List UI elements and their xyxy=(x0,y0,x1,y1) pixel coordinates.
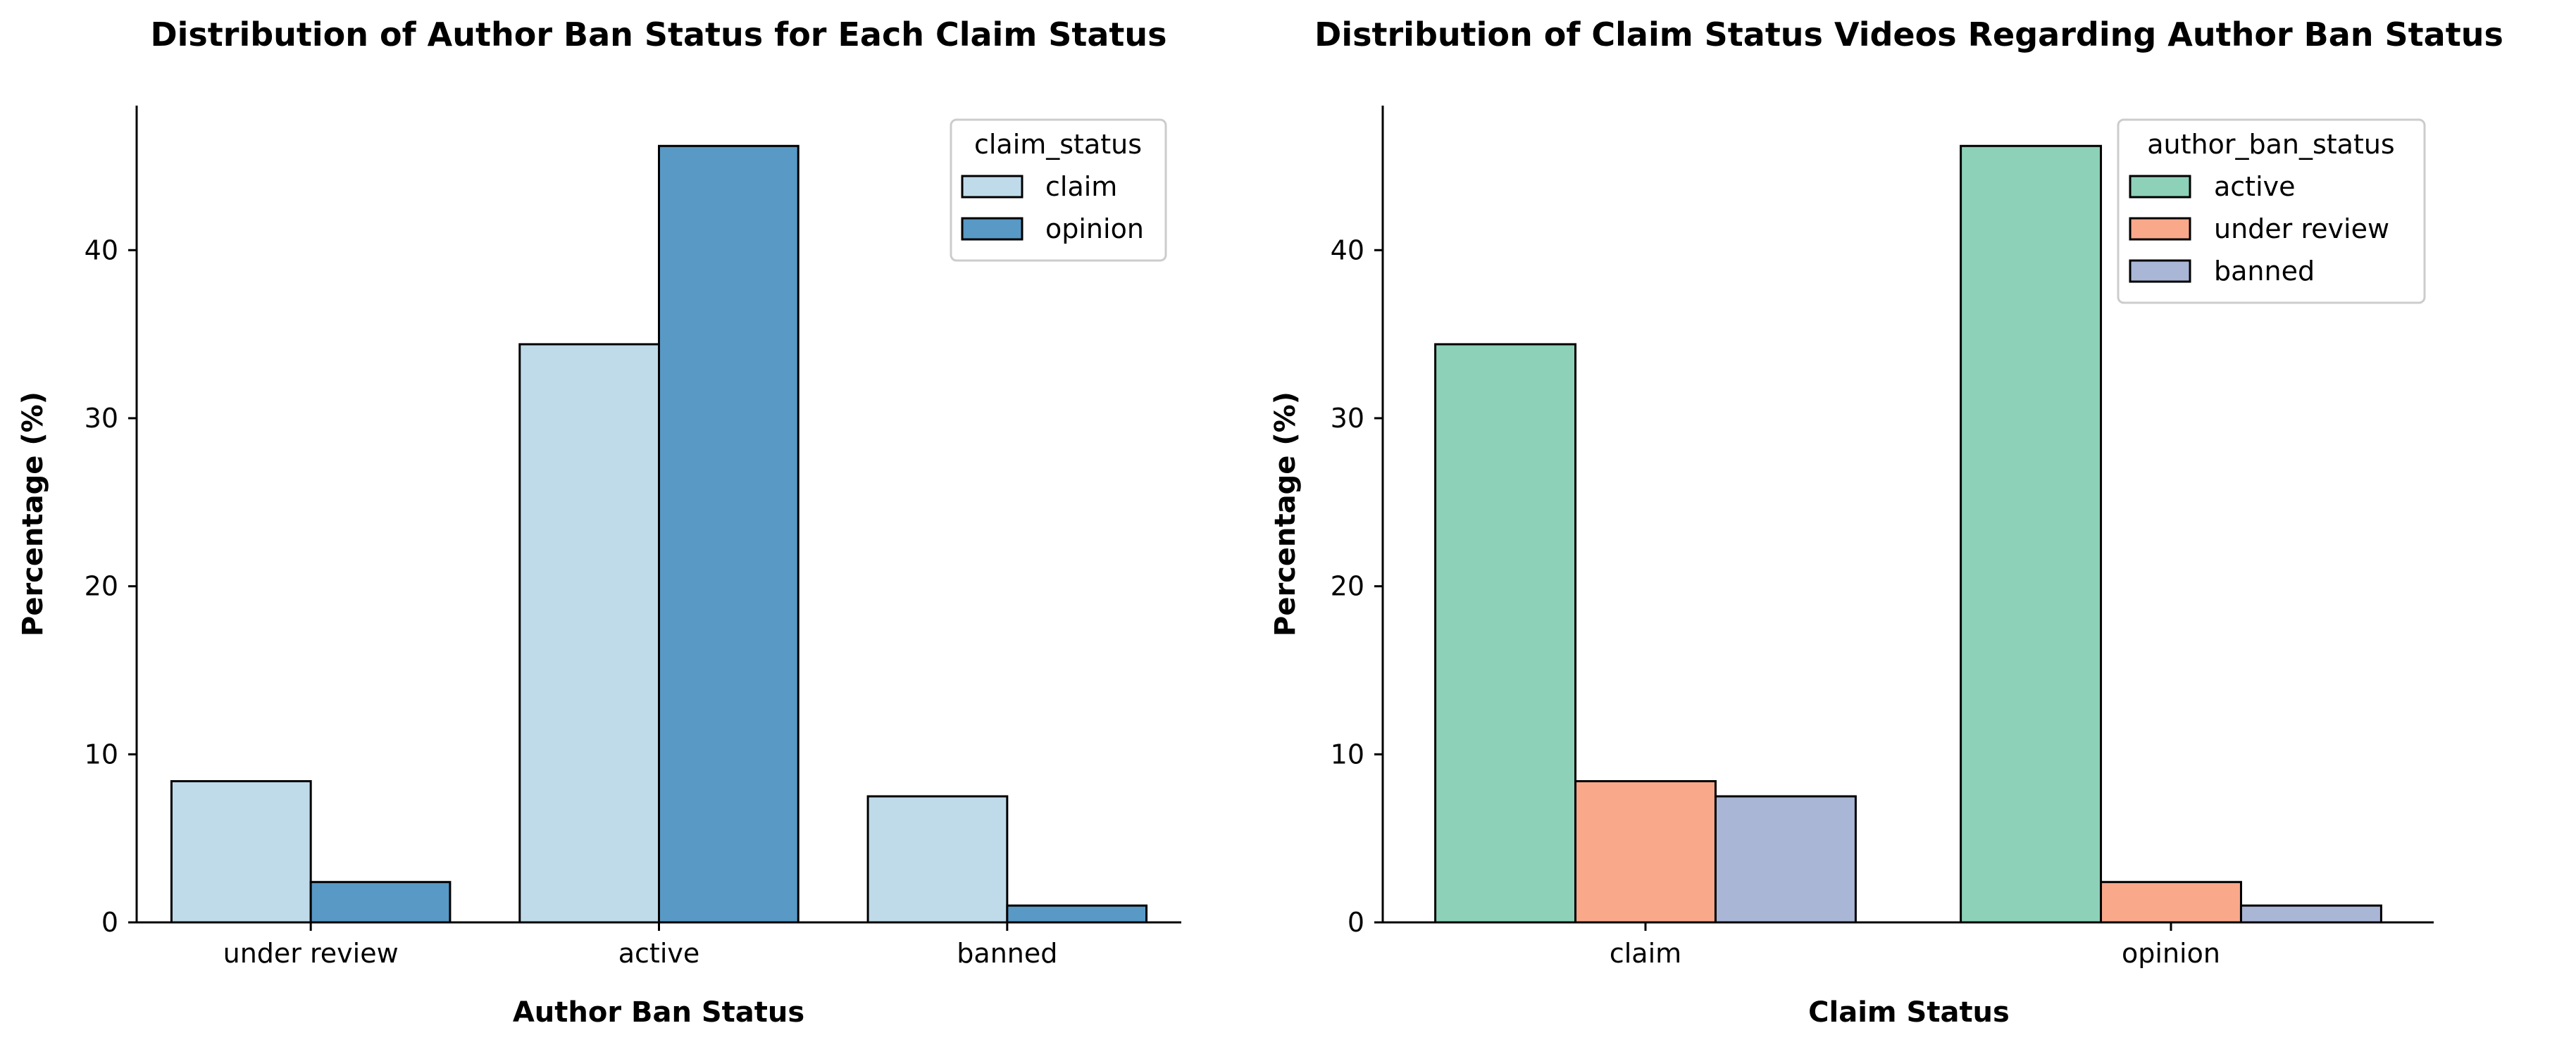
right-legend-label-under-review: under review xyxy=(2214,213,2389,244)
left-x-ticks: under review active banned xyxy=(223,922,1057,969)
left-y-tick-label: 0 xyxy=(101,907,118,938)
right-bar-opinion-active xyxy=(1960,144,2103,924)
right-legend-swatch-under-review xyxy=(2129,217,2191,241)
right-y-ticks: 0 10 20 30 40 xyxy=(1331,234,1383,938)
left-y-ticks: 0 10 20 30 40 xyxy=(85,234,137,938)
left-y-axis-label: Percentage (%) xyxy=(17,391,49,637)
right-x-tick-label: opinion xyxy=(2122,938,2220,969)
right-y-tick-label: 0 xyxy=(1348,907,1364,938)
left-x-tick-label: active xyxy=(618,938,700,969)
right-bar-opinion-banned xyxy=(2239,904,2382,924)
right-bar-opinion-under-review xyxy=(2100,881,2242,924)
right-legend-frame xyxy=(2117,118,2426,304)
left-chart-title: Distribution of Author Ban Status for Ea… xyxy=(150,15,1166,54)
left-y-tick-label: 20 xyxy=(85,571,118,602)
left-bar-active-claim xyxy=(518,343,660,924)
right-y-tick-label: 20 xyxy=(1331,571,1364,602)
left-bars xyxy=(170,144,1148,924)
left-y-tick-label: 10 xyxy=(85,739,118,770)
right-y-axis-label: Percentage (%) xyxy=(1269,391,1302,637)
left-y-tick-label: 40 xyxy=(85,234,118,265)
right-bar-claim-banned xyxy=(1714,795,1857,924)
right-y-tick-label: 30 xyxy=(1331,403,1364,434)
left-bar-under-review-claim xyxy=(170,780,312,924)
left-legend-label-claim: claim xyxy=(1045,171,1117,202)
right-y-tick-label: 10 xyxy=(1331,739,1364,770)
left-x-tick-label: banned xyxy=(957,938,1057,969)
left-legend-title: claim_status xyxy=(974,129,1142,160)
left-legend-swatch-claim xyxy=(961,175,1023,199)
right-legend-title: author_ban_status xyxy=(2147,129,2394,160)
left-y-tick-label: 30 xyxy=(85,403,118,434)
left-bar-under-review-opinion xyxy=(309,881,452,924)
right-legend-swatch-active xyxy=(2129,175,2191,199)
left-x-axis-label: Author Ban Status xyxy=(513,996,804,1029)
right-legend: author_ban_status active under review ba… xyxy=(2117,118,2426,304)
right-legend-label-banned: banned xyxy=(2214,256,2315,287)
right-chart-title: Distribution of Claim Status Videos Rega… xyxy=(1314,15,2503,54)
left-legend: claim_status claim opinion xyxy=(950,118,1167,262)
left-legend-label-opinion: opinion xyxy=(1045,213,1144,244)
left-bar-active-opinion xyxy=(658,144,799,924)
right-bars xyxy=(1434,144,2382,924)
right-x-tick-label: claim xyxy=(1610,938,1681,969)
left-chart: Distribution of Author Ban Status for Ea… xyxy=(17,15,1181,1029)
right-x-axis-label: Claim Status xyxy=(1808,996,2010,1029)
right-bar-claim-under-review xyxy=(1574,780,1717,924)
right-y-tick-label: 40 xyxy=(1331,234,1364,265)
left-bar-banned-opinion xyxy=(1006,904,1148,924)
right-legend-swatch-banned xyxy=(2129,259,2191,283)
right-chart: Distribution of Claim Status Videos Rega… xyxy=(1269,15,2503,1029)
right-bar-claim-active xyxy=(1434,343,1577,924)
right-legend-label-active: active xyxy=(2214,171,2296,202)
left-x-tick-label: under review xyxy=(223,938,399,969)
left-bar-banned-claim xyxy=(866,795,1009,924)
left-legend-swatch-opinion xyxy=(961,217,1023,241)
right-x-ticks: claim opinion xyxy=(1610,922,2220,969)
